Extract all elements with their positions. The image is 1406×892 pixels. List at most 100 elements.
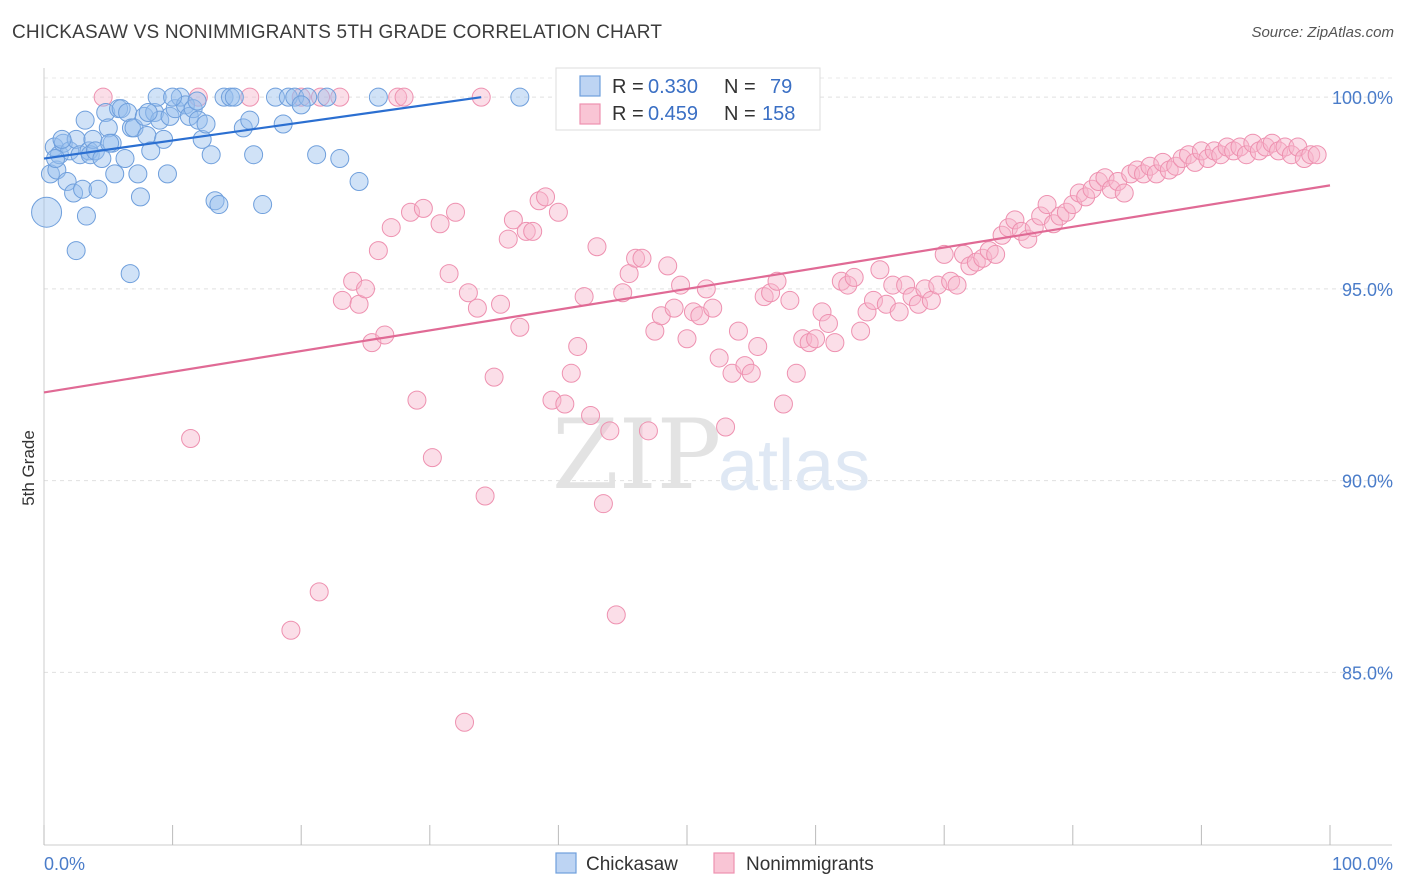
nonimmigrants-point bbox=[1301, 145, 1321, 165]
chickasaw-point bbox=[134, 106, 154, 126]
nonimmigrants-point bbox=[677, 329, 697, 349]
nonimmigrants-point bbox=[1056, 202, 1076, 222]
nonimmigrants-point bbox=[413, 198, 433, 218]
nonimmigrants-point bbox=[1185, 152, 1205, 172]
nonimmigrants-point bbox=[773, 394, 793, 414]
chickasaw-points bbox=[31, 87, 530, 284]
chickasaw-point bbox=[205, 191, 225, 211]
nonimmigrants-point bbox=[658, 256, 678, 276]
nonimmigrants-point bbox=[896, 275, 916, 295]
nonimmigrants-point bbox=[281, 620, 301, 640]
nonimmigrants-point bbox=[332, 290, 352, 310]
nonimmigrants-point bbox=[593, 494, 613, 514]
chart-title: CHICKASAW VS NONIMMIGRANTS 5TH GRADE COR… bbox=[12, 22, 663, 43]
bottom-legend: Chickasaw Nonimmigrants bbox=[555, 852, 874, 875]
y-tick-label: 95.0% bbox=[1342, 280, 1393, 300]
nonimmigrants-point bbox=[696, 279, 716, 299]
chickasaw-point bbox=[510, 87, 530, 107]
chickasaw-point bbox=[209, 195, 229, 215]
chickasaw-point bbox=[253, 195, 273, 215]
nonimmigrants-point bbox=[870, 260, 890, 280]
nonimmigrants-point bbox=[181, 428, 201, 448]
nonimmigrants-point bbox=[93, 87, 113, 107]
nonimmigrants-point bbox=[309, 582, 329, 602]
nonimmigrants-point bbox=[1166, 156, 1186, 176]
nonimmigrants-point bbox=[388, 87, 408, 107]
chickasaw-point bbox=[187, 91, 207, 111]
chickasaw-point bbox=[154, 129, 174, 149]
y-axis-label: 5th Grade bbox=[19, 430, 38, 506]
nonimmigrants-point bbox=[1146, 164, 1166, 184]
nonimmigrants-point bbox=[626, 248, 646, 268]
legend-r-value-2: 0.459 bbox=[648, 103, 698, 125]
chickasaw-point bbox=[157, 164, 177, 184]
legend-n-value-2: 158 bbox=[762, 103, 795, 125]
chickasaw-point bbox=[233, 118, 253, 138]
legend-n-label-1: N = bbox=[724, 76, 756, 98]
y-tick-label: 90.0% bbox=[1342, 472, 1393, 492]
nonimmigrants-point bbox=[1101, 179, 1121, 199]
nonimmigrants-point bbox=[491, 294, 511, 314]
chickasaw-point bbox=[75, 110, 95, 130]
nonimmigrants-point bbox=[1005, 210, 1025, 230]
chickasaw-point bbox=[88, 179, 108, 199]
nonimmigrants-point bbox=[1281, 145, 1301, 165]
nonimmigrants-point bbox=[555, 394, 575, 414]
chickasaw-point bbox=[105, 164, 125, 184]
legend-box: R = 0.330 N = 79 R = 0.459 N = 158 bbox=[555, 67, 821, 131]
nonimmigrants-point bbox=[889, 302, 909, 322]
nonimmigrants-point bbox=[838, 275, 858, 295]
nonimmigrants-point bbox=[561, 363, 581, 383]
nonimmigrants-point bbox=[484, 367, 504, 387]
nonimmigrants-point bbox=[986, 244, 1006, 264]
nonimmigrants-point bbox=[240, 87, 260, 107]
bottom-legend-chickasaw: Chickasaw bbox=[586, 854, 678, 875]
nonimmigrants-point bbox=[761, 283, 781, 303]
bottom-legend-nonimmigrants: Nonimmigrants bbox=[746, 854, 874, 875]
chickasaw-point bbox=[76, 206, 96, 226]
nonimmigrants-point bbox=[1082, 179, 1102, 199]
legend-r-label-2: R = bbox=[612, 103, 644, 125]
nonimmigrants-point bbox=[786, 363, 806, 383]
chickasaw-point bbox=[298, 87, 318, 107]
watermark-atlas: atlas bbox=[718, 426, 870, 506]
nonimmigrants-point bbox=[709, 348, 729, 368]
nonimmigrants-point bbox=[1230, 137, 1250, 157]
chickasaw-point bbox=[66, 241, 86, 261]
nonimmigrants-point bbox=[748, 336, 768, 356]
nonimmigrants-point bbox=[467, 298, 487, 318]
chickasaw-point bbox=[240, 110, 260, 130]
chickasaw-point bbox=[147, 87, 167, 107]
chickasaw-point bbox=[163, 87, 183, 107]
nonimmigrants-point bbox=[394, 87, 414, 107]
nonimmigrants-point bbox=[973, 248, 993, 268]
nonimmigrants-point bbox=[767, 271, 787, 291]
chickasaw-point bbox=[96, 103, 116, 123]
trend-lines bbox=[43, 96, 1331, 394]
nonimmigrants-point bbox=[1140, 156, 1160, 176]
nonimmigrants-point bbox=[1037, 195, 1057, 215]
nonimmigrants-point bbox=[638, 421, 658, 441]
nonimmigrants-point bbox=[375, 325, 395, 345]
nonimmigrants-point bbox=[536, 187, 556, 207]
nonimmigrants-points bbox=[93, 87, 1327, 732]
nonimmigrants-point bbox=[439, 264, 459, 284]
nonimmigrants-point bbox=[1211, 145, 1231, 165]
chickasaw-point bbox=[368, 87, 388, 107]
bottom-legend-swatch-nonimmigrants bbox=[713, 852, 735, 874]
nonimmigrants-point bbox=[523, 221, 543, 241]
nonimmigrants-point bbox=[1262, 133, 1282, 153]
nonimmigrants-point bbox=[446, 202, 466, 222]
nonimmigrants-point bbox=[844, 267, 864, 287]
nonimmigrants-point bbox=[1076, 187, 1096, 207]
nonimmigrants-point bbox=[812, 302, 832, 322]
nonimmigrants-point bbox=[581, 405, 601, 425]
nonimmigrants-point bbox=[947, 275, 967, 295]
nonimmigrants-point bbox=[851, 321, 871, 341]
legend-swatch-nonimmigrants bbox=[579, 103, 601, 125]
nonimmigrants-point bbox=[600, 421, 620, 441]
nonimmigrants-point bbox=[503, 210, 523, 230]
nonimmigrants-point bbox=[381, 218, 401, 238]
chickasaw-point bbox=[201, 145, 221, 165]
nonimmigrants-point bbox=[632, 248, 652, 268]
